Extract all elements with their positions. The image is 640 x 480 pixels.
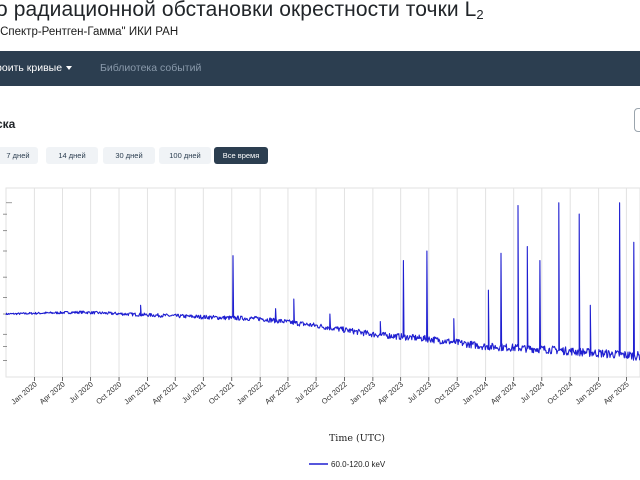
x-tick-label: Jan 2020 xyxy=(9,380,38,407)
x-tick-label: Jul 2022 xyxy=(293,380,321,405)
x-tick-label: Jan 2021 xyxy=(122,380,151,407)
range-100-days-button[interactable]: 100 дней xyxy=(159,147,211,164)
chart-legend: 60.0-120.0 keV xyxy=(309,460,386,469)
x-tick-label: Jul 2020 xyxy=(67,380,95,405)
x-tick-label: Oct 2023 xyxy=(432,380,461,406)
x-tick-label: Apr 2024 xyxy=(489,380,518,406)
range-14-days-button[interactable]: 14 дней xyxy=(46,147,98,164)
build-curves-label: строить кривые xyxy=(0,62,63,74)
range-all-time-button[interactable]: Все время xyxy=(214,147,268,164)
page-title: о радиационной обстановки окрестности то… xyxy=(0,0,484,22)
x-tick-label: Oct 2021 xyxy=(207,380,236,406)
chart-series xyxy=(5,202,640,361)
page-title-text: о радиационной обстановки окрестности то… xyxy=(0,0,477,21)
event-library-link[interactable]: Библиотека событий xyxy=(100,62,202,74)
series-line xyxy=(5,202,640,361)
x-tick-label: Apr 2021 xyxy=(150,380,179,406)
x-tick-label: Jul 2024 xyxy=(519,380,547,405)
panel-action-button[interactable] xyxy=(634,108,640,132)
x-tick-label: Jan 2025 xyxy=(573,380,602,407)
caret-down-icon xyxy=(66,66,73,70)
x-tick-label: Jan 2024 xyxy=(460,380,489,407)
page-title-subscript: 2 xyxy=(476,7,484,22)
x-tick-label: Oct 2022 xyxy=(320,380,349,406)
x-tick-label: Jul 2021 xyxy=(180,380,208,405)
chart-grid xyxy=(5,187,640,378)
x-tick-label: Jul 2023 xyxy=(406,380,434,405)
x-tick-label: Oct 2024 xyxy=(545,380,574,406)
x-tick-label: Apr 2023 xyxy=(376,380,405,406)
range-7-days-button[interactable]: 7 дней xyxy=(0,147,38,164)
x-tick-label: Jan 2022 xyxy=(235,380,264,407)
range-30-days-button[interactable]: 30 дней xyxy=(103,147,155,164)
navbar: строить кривые Библиотека событий xyxy=(0,51,640,86)
x-tick-label: Oct 2020 xyxy=(94,380,123,406)
x-tick-label: Jan 2023 xyxy=(348,380,377,407)
plot-frame xyxy=(5,187,640,378)
x-tick-label: Apr 2022 xyxy=(263,380,292,406)
x-tick-label: Apr 2025 xyxy=(602,380,631,406)
section-title: ска xyxy=(0,117,16,131)
x-axis-label: Time (UTC) xyxy=(329,433,385,444)
build-curves-dropdown[interactable]: строить кривые xyxy=(0,51,73,86)
legend-series-label: 60.0-120.0 keV xyxy=(331,460,386,469)
y-axis-ticks xyxy=(3,213,7,361)
x-tick-label: Apr 2020 xyxy=(38,380,67,406)
page-subtitle: "Спектр-Рентген-Гамма" ИКИ РАН xyxy=(0,26,179,38)
